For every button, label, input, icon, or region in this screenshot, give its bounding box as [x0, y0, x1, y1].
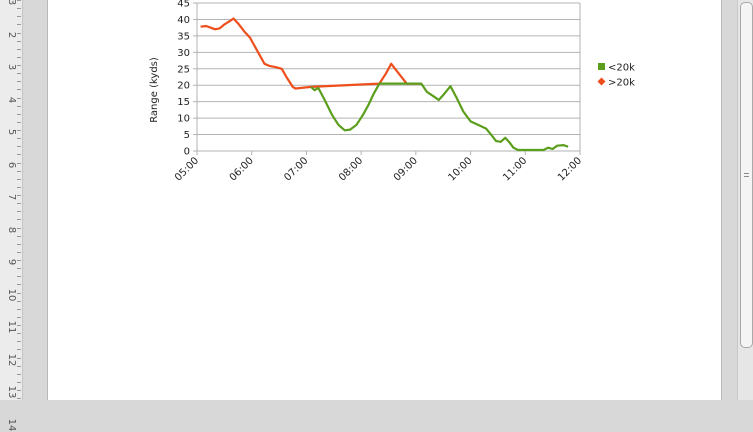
- ruler-tick: [17, 309, 21, 310]
- ruler-tick: [17, 252, 21, 253]
- ruler-tick: [17, 358, 21, 359]
- y-tick-label: 40: [177, 15, 190, 26]
- ruler-tick: [17, 41, 21, 42]
- x-tick-label: 06:00: [228, 155, 256, 183]
- ruler-tick: [17, 179, 21, 180]
- ruler-tick: [17, 374, 21, 375]
- ruler-tick: [17, 398, 21, 399]
- ruler-tick: [17, 138, 21, 139]
- ruler-tick: [17, 106, 21, 107]
- ruler-tick: [17, 366, 21, 367]
- legend-label: >20k: [608, 78, 635, 89]
- series-line: [200, 17, 422, 90]
- ruler-tick: [17, 301, 21, 302]
- ruler-tick: [17, 268, 21, 269]
- x-tick-label: 07:00: [282, 155, 310, 183]
- ruler-tick: [17, 130, 21, 131]
- ruler-tick: [17, 57, 21, 58]
- vertical-ruler: 3 2 3 4 5 6 7 8 9 10 11 12 13 14: [0, 0, 23, 431]
- ruler-tick: [17, 276, 21, 277]
- ruler-tick: [17, 0, 21, 1]
- ruler-tick: [17, 49, 21, 50]
- ruler-tick: [17, 24, 21, 25]
- ruler-number: 14: [6, 418, 17, 431]
- ruler-tick: [17, 187, 21, 188]
- ruler-tick: [17, 293, 21, 294]
- ruler-tick: [17, 260, 21, 261]
- ruler-tick: [17, 382, 21, 383]
- x-tick-label: 11:00: [501, 155, 529, 183]
- y-axis-label: Range (kyds): [149, 57, 160, 123]
- ruler-tick: [17, 390, 21, 391]
- ruler-tick: [17, 333, 21, 334]
- document-page: [47, 0, 722, 400]
- legend-marker: [598, 63, 605, 70]
- ruler-tick: [17, 98, 21, 99]
- legend-marker: [597, 77, 606, 86]
- ruler-tick: [17, 146, 21, 147]
- ruler-tick: [17, 65, 21, 66]
- series-line: [310, 82, 569, 152]
- y-tick-label: 25: [177, 64, 190, 75]
- y-tick-label: 0: [184, 147, 190, 158]
- ruler-tick: [17, 317, 21, 318]
- y-tick-label: 5: [184, 130, 190, 141]
- ruler-tick: [17, 163, 21, 164]
- chart-legend: <20k >20k: [597, 63, 635, 89]
- ruler-tick: [17, 325, 21, 326]
- ruler-tick: [17, 171, 21, 172]
- ruler-tick: [17, 349, 21, 350]
- ruler-tick: [17, 114, 21, 115]
- ruler-tick: [17, 211, 21, 212]
- y-tick-label: 20: [177, 81, 190, 92]
- chart: 0 5 10 15 20 25 30 35 40 45 05:00 06:00 07:00 08:00 09…: [149, 0, 635, 184]
- ruler-tick: [17, 284, 21, 285]
- ruler-tick: [17, 219, 21, 220]
- ruler-tick: [17, 203, 21, 204]
- thumb-grip: [744, 173, 749, 174]
- x-tick-label: 12:00: [556, 155, 584, 183]
- ruler-tick: [17, 154, 21, 155]
- y-tick-label: 30: [177, 48, 190, 59]
- ruler-tick: [17, 244, 21, 245]
- ruler-tick: [17, 33, 21, 34]
- legend-label: <20k: [608, 63, 635, 74]
- x-tick-label: 10:00: [447, 155, 475, 183]
- thumb-grip: [744, 176, 749, 177]
- x-tick-label: 08:00: [337, 155, 365, 183]
- ruler-tick: [17, 236, 21, 237]
- ruler-tick: [17, 122, 21, 123]
- ruler-tick: [17, 89, 21, 90]
- ruler-tick: [17, 228, 21, 229]
- vertical-scrollbar[interactable]: [737, 0, 753, 400]
- y-tick-label: 45: [177, 0, 190, 10]
- ruler-tick: [17, 195, 21, 196]
- ruler-tick: [17, 8, 21, 9]
- ruler-tick: [17, 73, 21, 74]
- ruler-tick: [17, 16, 21, 17]
- x-tick-label: 09:00: [392, 155, 420, 183]
- ruler-tick: [17, 81, 21, 82]
- scrollbar-thumb[interactable]: [740, 2, 753, 348]
- ruler-tick: [17, 341, 21, 342]
- y-tick-label: 35: [177, 31, 190, 42]
- y-tick-label: 15: [177, 97, 190, 108]
- x-tick-label: 05:00: [173, 155, 201, 183]
- y-tick-label: 10: [177, 114, 190, 125]
